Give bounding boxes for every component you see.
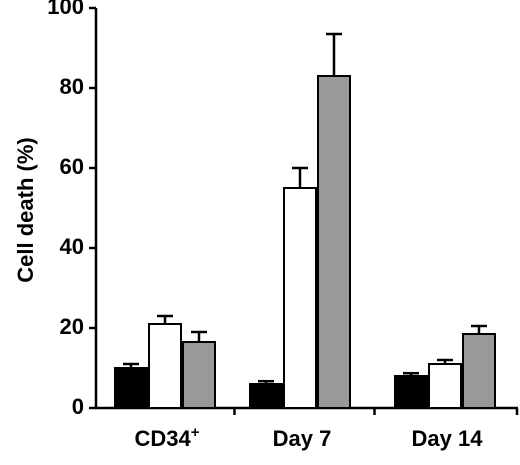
bar	[114, 367, 148, 409]
bar	[249, 383, 283, 409]
bar	[148, 323, 182, 409]
y-axis-title: Cell death (%)	[13, 137, 38, 282]
bar	[428, 363, 462, 409]
bar	[317, 75, 351, 409]
bar	[182, 341, 216, 409]
bar	[462, 333, 496, 409]
y-tick-label: 100	[47, 0, 84, 19]
y-tick-label: 20	[60, 314, 84, 339]
y-tick-label: 60	[60, 154, 84, 179]
bar	[394, 375, 428, 409]
y-tick-label: 40	[60, 234, 84, 259]
y-tick-label: 0	[72, 394, 84, 419]
x-tick-label: CD34+	[134, 424, 199, 451]
y-tick-label: 80	[60, 74, 84, 99]
x-tick-label: Day 14	[412, 426, 484, 451]
x-tick-label: Day 7	[273, 426, 332, 451]
bar	[283, 187, 317, 409]
